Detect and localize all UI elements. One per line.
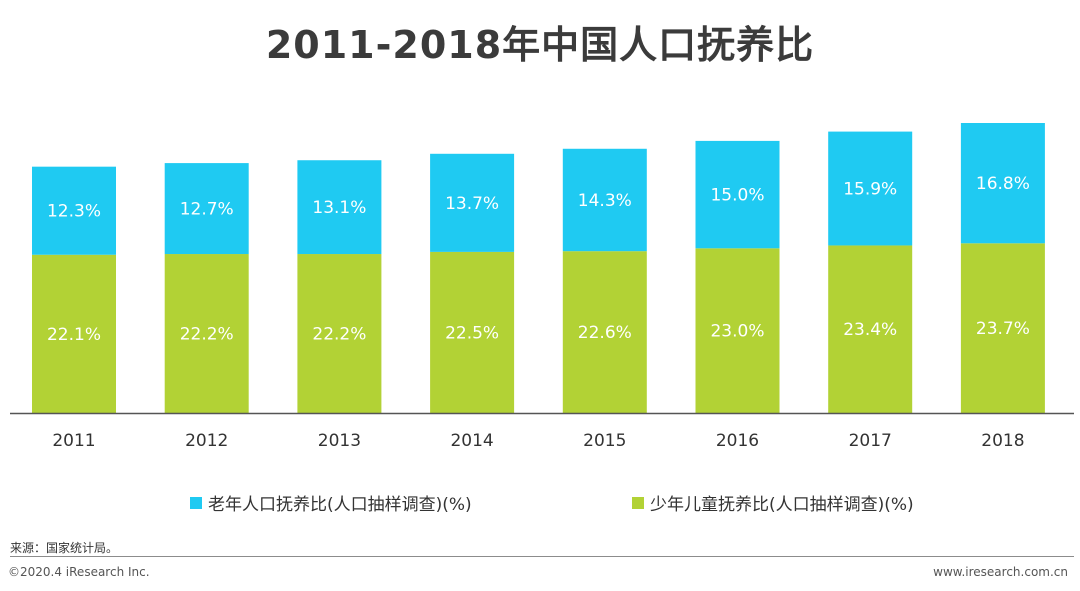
source-note: 来源：国家统计局。 [10, 541, 119, 555]
label-children-2017: 23.4% [843, 320, 897, 340]
footer-divider [10, 556, 1074, 557]
legend-label-elderly: 老年人口抚养比(人口抽样调查)(%) [208, 495, 472, 515]
legend-item-children: 少年儿童抚养比(人口抽样调查)(%) [632, 490, 914, 515]
bar-elderly-2018 [960, 123, 1045, 244]
bar-children-2013 [297, 254, 382, 413]
label-elderly-2017: 15.9% [843, 180, 897, 200]
bar-elderly-2014 [430, 153, 515, 252]
x-tick-2012: 2012 [185, 431, 228, 451]
bar-elderly-2016 [695, 140, 780, 249]
x-tick-2018: 2018 [981, 431, 1024, 451]
bar-elderly-2011 [32, 166, 116, 255]
stacked-bar-chart: 22.1% 12.3% 2011 22.2% 12.7% 2012 22.2% 13.1% 20… [10, 123, 1074, 451]
bar-children-2018 [960, 243, 1045, 413]
label-children-2018: 23.7% [976, 319, 1030, 339]
x-tick-2017: 2017 [849, 431, 892, 451]
x-tick-2011: 2011 [52, 431, 95, 451]
bar-children-2012 [164, 254, 249, 413]
label-children-2012: 22.2% [180, 325, 234, 345]
legend-item-elderly: 老年人口抚养比(人口抽样调查)(%) [190, 490, 472, 515]
label-children-2014: 22.5% [445, 323, 499, 343]
label-elderly-2011: 12.3% [47, 202, 101, 222]
label-elderly-2018: 16.8% [976, 174, 1030, 194]
legend-swatch-elderly [190, 496, 202, 509]
label-children-2015: 22.6% [578, 323, 632, 343]
bar-children-2015 [562, 251, 647, 413]
bar-elderly-2015 [562, 148, 647, 252]
x-tick-2014: 2014 [450, 431, 493, 451]
label-elderly-2012: 12.7% [180, 200, 234, 220]
legend-label-children: 少年儿童抚养比(人口抽样调查)(%) [650, 495, 914, 515]
x-tick-2013: 2013 [318, 431, 361, 451]
chart-title: 2011-2018年中国人口抚养比 [265, 23, 815, 67]
label-children-2013: 22.2% [312, 325, 366, 345]
x-tick-2016: 2016 [716, 431, 759, 451]
chart-legend: 老年人口抚养比(人口抽样调查)(%) 少年儿童抚养比(人口抽样调查)(%) [0, 490, 1080, 515]
label-elderly-2013: 13.1% [312, 198, 366, 218]
label-elderly-2016: 15.0% [710, 186, 764, 206]
bar-elderly-2012 [164, 163, 249, 255]
label-elderly-2015: 14.3% [578, 191, 632, 211]
copyright-text: ©2020.4 iResearch Inc. [8, 565, 150, 579]
x-tick-2015: 2015 [583, 431, 626, 451]
legend-swatch-children [632, 496, 644, 509]
label-children-2011: 22.1% [47, 325, 101, 345]
bar-elderly-2017 [828, 131, 913, 246]
bar-children-2014 [430, 251, 515, 413]
website-link[interactable]: www.iresearch.com.cn [933, 565, 1068, 579]
bar-children-2011 [32, 254, 116, 413]
label-elderly-2014: 13.7% [445, 194, 499, 214]
label-children-2016: 23.0% [710, 322, 764, 342]
bar-children-2017 [828, 245, 913, 413]
bar-children-2016 [695, 248, 780, 413]
bar-elderly-2013 [297, 160, 382, 255]
